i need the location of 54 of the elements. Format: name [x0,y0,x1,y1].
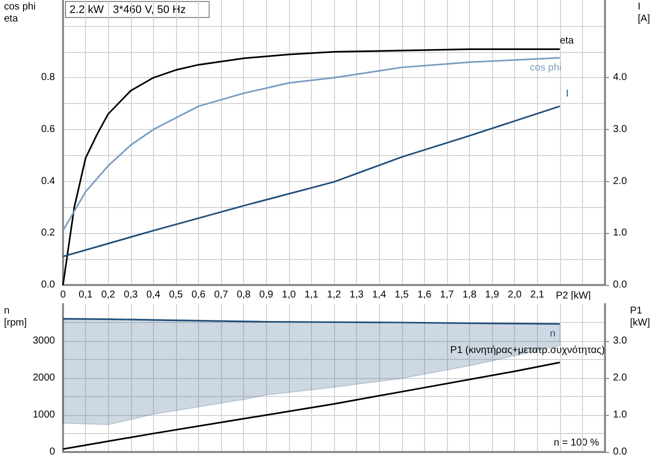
x-tick-label: 1,4 [372,290,387,300]
y2-axis-title: I [A] [638,2,650,24]
y2-tick-label: 0.0 [613,446,628,458]
x-tick-label: 0 [60,290,66,300]
y2-tick-label: 3.0 [613,336,628,346]
x-tick-label: 1,8 [462,290,477,300]
y-axis-title: n [rpm] [4,306,27,328]
y2-axis-title: P1 [kW] [630,306,650,328]
x-tick-label: 2,0 [508,290,522,300]
x-tick-label: 0,6 [192,290,206,300]
y-tick-label: 0.6 [41,124,56,136]
x-tick-label: 2,1 [530,290,545,300]
y-tick-label: 0.2 [41,228,56,239]
y2-tick-label: 2.0 [613,372,628,384]
line-series [62,56,561,232]
series-label: n [550,328,556,340]
x-tick-label: 1,7 [440,290,454,300]
y2-tick-label: 2.0 [613,176,628,187]
x-tick-label: 1,0 [282,290,296,300]
x-tick-label: 1,3 [350,290,364,300]
x-tick-label: 0,7 [214,290,228,300]
x-tick-label: 1,5 [394,290,410,300]
x-tick-label: 1,6 [417,290,432,300]
y-tick-label: 0 [49,446,56,458]
line-series [62,362,561,450]
x-tick-label: 0,4 [146,290,161,300]
y2-tick-label: 4.0 [613,72,628,84]
y2-tick-label: 1.0 [613,410,628,420]
series-label: eta [560,36,574,47]
x-tick-label: 0,1 [78,290,93,300]
x-tick-label: 1,9 [485,290,500,300]
x-tick-label: 0,8 [236,290,252,300]
y-tick-label: 1000 [32,410,56,420]
y-tick-label: 0.4 [41,176,56,187]
series-label: cos phi [530,62,562,74]
series-label: I [566,88,569,100]
y-tick-label: 0.8 [41,72,56,84]
y-tick-label: 2000 [32,372,56,384]
y-tick-label: 3000 [32,336,56,346]
x-tick-label: 1,2 [327,290,342,300]
y-tick-label: 0.0 [41,280,56,290]
chart-title: 2.2 kW 3*460 V, 50 Hz [70,4,186,16]
x-tick-label: 0,5 [168,290,184,300]
y2-tick-label: 0.0 [613,280,628,290]
y2-tick-label: 1.0 [613,228,628,239]
line-series [62,105,561,258]
x-tick-label: 0,3 [124,290,138,300]
line-series [62,48,561,286]
x-tick-label: 0,2 [101,290,116,300]
y2-tick-label: 3.0 [613,124,628,136]
x-tick-label: 0,9 [259,290,274,300]
x-tick-label: 1,1 [304,290,319,300]
y-axis-title: cos phi eta [4,2,36,24]
series-label: P1 (κινητήρας+μετατρ.συχνότητας) [450,344,605,356]
